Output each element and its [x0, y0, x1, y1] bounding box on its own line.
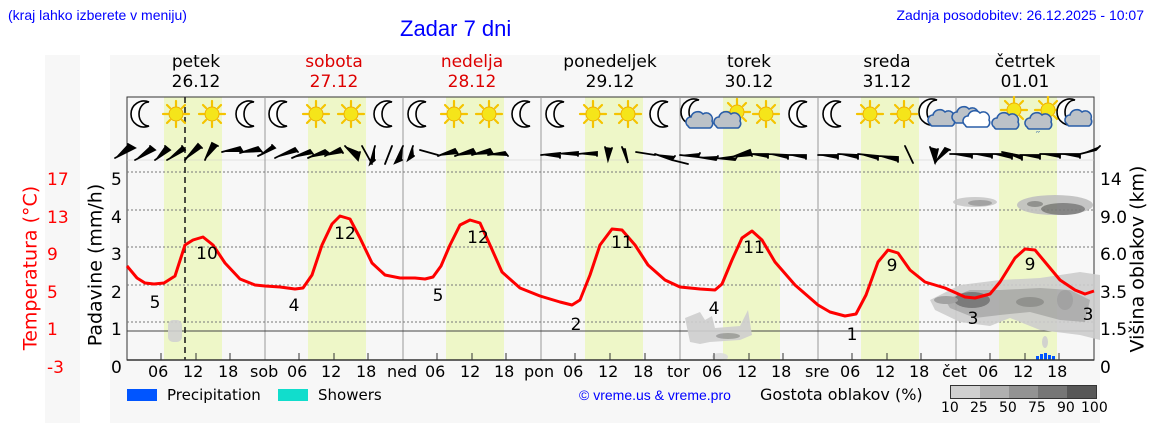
wind-barbs: [114, 141, 1101, 167]
svg-text:2: 2: [571, 315, 582, 335]
day-header: četrtek 01.01: [994, 52, 1056, 92]
legend-showers: Showers: [278, 386, 382, 404]
page-title: Zadar 7 dni: [400, 16, 512, 41]
left-axis-panel: [45, 55, 80, 423]
svg-text:5: 5: [150, 293, 161, 313]
svg-text:1: 1: [847, 325, 858, 345]
showers-swatch: [278, 389, 308, 401]
legend-precipitation: Precipitation: [127, 386, 261, 404]
credit-link[interactable]: © vreme.us & vreme.pro: [579, 387, 731, 403]
svg-text:12: 12: [467, 228, 489, 248]
precipitation-axis-title: Padavine (mm/h): [84, 183, 107, 347]
day-header: sreda 31.12: [862, 52, 912, 92]
cloud-density-scale: [950, 385, 1097, 399]
region-hint: (kraj lahko izberete v meniju): [8, 7, 187, 23]
cloud-height-ticks: 14 9.0 6.0 3.5 1.5 0: [1100, 170, 1128, 378]
precipitation-swatch: [127, 389, 157, 401]
svg-text:3: 3: [968, 309, 979, 329]
temperature-line: [125, 214, 1095, 318]
day-header: ponedeljek 29.12: [563, 52, 657, 92]
precipitation-bars: [1036, 353, 1055, 360]
day-header: sobota 27.12: [305, 52, 363, 92]
svg-text:4: 4: [289, 296, 300, 316]
day-header: nedelja 28.12: [440, 52, 504, 92]
weather-icons: ״: [130, 95, 1093, 139]
temperature-axis-title: Temperatura (°C): [19, 185, 42, 351]
svg-text:10: 10: [196, 244, 218, 264]
svg-text:11: 11: [743, 238, 765, 258]
day-header: torek 30.12: [724, 52, 774, 92]
hour-ticks: [127, 353, 1094, 361]
cloud-density-title: Gostota oblakov (%): [760, 385, 923, 404]
svg-text:3: 3: [1083, 305, 1094, 325]
svg-text:5: 5: [433, 286, 444, 306]
svg-text:4: 4: [709, 299, 720, 319]
last-updated: Zadnja posodobitev: 26.12.2025 - 10:07: [896, 7, 1144, 23]
temperature-ticks: 17 13 9 5 1 -3: [47, 170, 69, 378]
x-axis-labels: 06 12 18 sob 06 12 18 ned 06 12 18 pon 06 12 18 …: [148, 362, 1068, 381]
svg-text:״: ״: [1035, 129, 1041, 139]
temp-labels: 5 10 4 12 5 12 2 11 4 11 1 9 3 9 3: [150, 224, 1094, 345]
svg-text:12: 12: [334, 224, 356, 244]
day-header: petek 26.12: [171, 52, 221, 92]
svg-text:11: 11: [611, 233, 633, 253]
cloud-height-axis-title: Višina oblakov (km): [1126, 165, 1149, 353]
svg-text:9: 9: [1025, 255, 1036, 275]
svg-text:9: 9: [887, 256, 898, 276]
